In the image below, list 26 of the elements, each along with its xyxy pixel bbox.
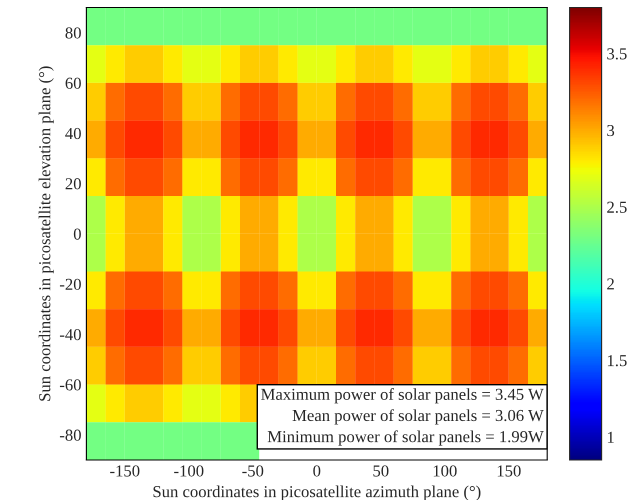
x-tick-label: 150 [498,465,521,477]
color-bar-label: 2 [607,278,614,290]
color-bar-label: 3 [607,124,614,136]
x-tick-label: -50 [242,465,264,477]
x-tick-label: 0 [313,465,320,477]
color-bar-label: 3.5 [607,48,627,60]
color-bar-label: 1 [608,432,614,443]
y-tick-label: 40 [65,128,81,140]
annotation: Minimum power of solar panels = 1.99W [268,430,544,446]
annotation: Maximum power of solar panels = 3.45 W [261,388,544,404]
y-tick-label: 0 [74,228,81,240]
x-tick-label: 100 [434,465,457,477]
y-tick-label: -80 [60,430,81,441]
y-axis-title: Sun coordinates in picosatellite elevation plane (°) [38,66,54,401]
color-bar-label: 1.5 [608,355,627,366]
x-tick-label: 50 [373,465,388,477]
y-tick-label: 80 [66,27,81,39]
color-bar-label: 2.5 [607,202,627,213]
y-tick-label: 60 [66,78,81,89]
annotation: Mean power of solar panels = 3.06 W [292,409,544,424]
y-tick-label: -60 [60,379,81,391]
x-tick-label: -100 [174,465,204,477]
x-tick-label: -150 [110,465,140,477]
y-tick-label: -40 [60,329,81,340]
y-tick-label: -20 [60,278,81,290]
y-tick-label: 20 [66,178,81,190]
